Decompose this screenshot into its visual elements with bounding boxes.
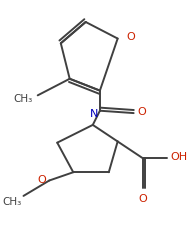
- Text: O: O: [38, 175, 47, 185]
- Text: CH₃: CH₃: [2, 197, 22, 207]
- Text: OH: OH: [170, 152, 187, 162]
- Text: N: N: [90, 109, 98, 119]
- Text: O: O: [138, 107, 146, 117]
- Text: CH₃: CH₃: [13, 94, 32, 104]
- Text: O: O: [127, 32, 135, 42]
- Text: O: O: [138, 193, 147, 203]
